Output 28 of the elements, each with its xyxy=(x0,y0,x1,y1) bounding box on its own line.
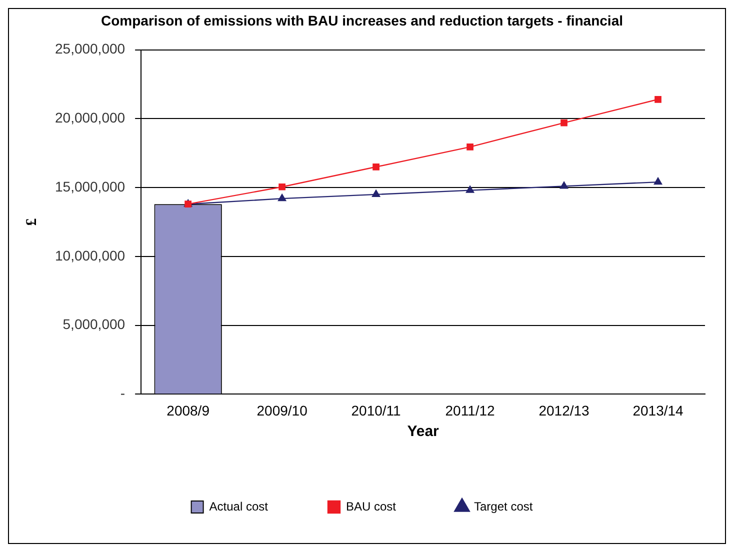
x-axis-title: Year xyxy=(407,423,440,440)
legend-label: Actual cost xyxy=(209,499,269,514)
y-tick-label: 15,000,000 xyxy=(54,178,126,194)
y-tick-label: 5,000,000 xyxy=(62,316,126,332)
y-tick-label: - xyxy=(120,385,126,402)
point xyxy=(560,182,568,189)
point xyxy=(372,163,380,170)
point xyxy=(466,143,474,150)
x-tick-label: 2011/12 xyxy=(445,402,496,418)
x-tick-label: 2009/10 xyxy=(256,402,308,418)
legend-label: Target cost xyxy=(474,499,534,514)
y-tick-label: 25,000,000 xyxy=(54,40,126,57)
y-axis-title: £ xyxy=(24,218,40,226)
x-tick-label: 2010/11 xyxy=(351,402,402,418)
x-tick-label: 2013/14 xyxy=(632,402,684,418)
legend-label: BAU cost xyxy=(346,499,397,514)
x-tick-label: 2008/9 xyxy=(166,402,210,418)
chart-title: Comparison of emissions with BAU increases and reduction targets - financial xyxy=(101,12,623,28)
y-tick-label: 10,000,000 xyxy=(54,247,126,264)
point xyxy=(654,177,662,185)
point xyxy=(372,190,380,198)
x-tick-label: 2012/13 xyxy=(538,402,590,418)
point xyxy=(560,119,568,126)
y-tick-label: 20,000,000 xyxy=(54,110,126,126)
point xyxy=(466,186,474,193)
point xyxy=(654,96,662,103)
point xyxy=(278,194,286,202)
point xyxy=(278,183,286,190)
